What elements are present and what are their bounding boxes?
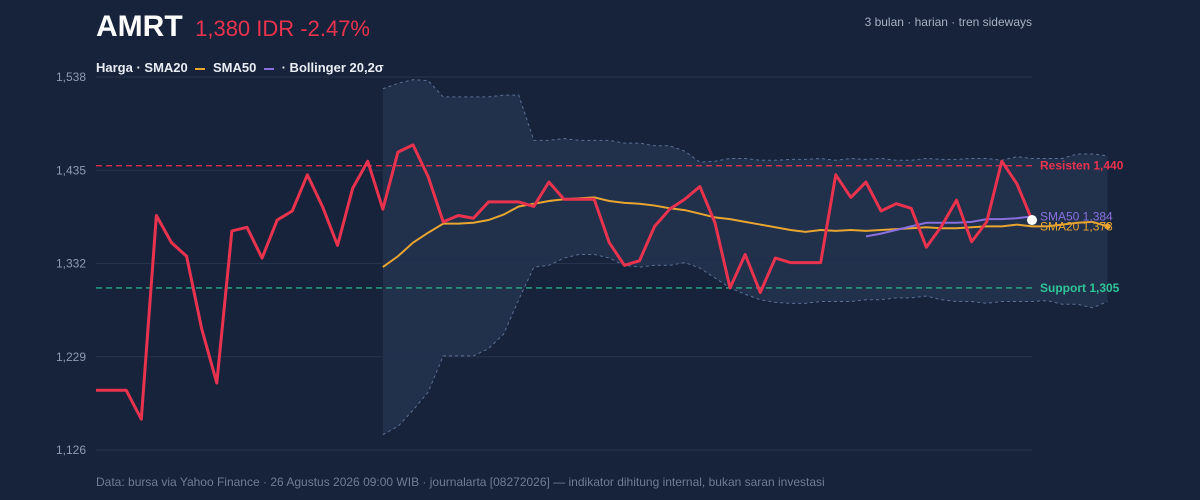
bollinger-upper-line [382,79,1108,163]
resistance-label: Resisten 1,440 [1040,159,1124,173]
chart-header: AMRT 1,380 IDR -2.47% [96,10,370,50]
sma20-line [382,196,1108,268]
legend-sma50-swatch [263,67,274,70]
series-layer [96,143,1111,421]
levels-layer [96,165,1032,289]
legend-bollinger: · Bollinger 20,2σ [281,60,384,75]
sma20-end-label: SMA20 1,373 [1040,219,1113,233]
y-tick-label: 1,332 [56,257,86,271]
price-end-marker [1027,215,1037,226]
y-tick-label: 1,538 [56,70,86,84]
y-tick-label: 1,435 [56,163,86,177]
sma20-end-marker [1104,223,1111,230]
data-source-footer: Data: bursa via Yahoo Finance · 26 Agust… [96,475,825,489]
sma50-end-label: SMA50 1,384 [1040,209,1113,223]
price-change: 1,380 IDR -2.47% [195,16,370,41]
ticker-symbol: AMRT [96,10,183,43]
legend-sma50: SMA50 [213,60,257,75]
y-tick-label: 1,126 [56,443,86,457]
chart-legend: Harga · SMA20 SMA50 · Bollinger 20,2σ [96,60,384,75]
price-line [96,143,1034,421]
support-label: Support 1,305 [1040,281,1120,295]
chart-summary: 3 bulan · harian · tren sideways [864,15,1032,29]
labels-layer: Resisten 1,440 Support 1,305 SMA50 1,384SM… [1040,159,1124,295]
legend-sma20-swatch [195,67,206,70]
y-tick-label: 1,229 [56,350,86,364]
legend-price-sma20: Harga · SMA20 [96,60,188,75]
bollinger-lower-line [382,253,1108,436]
sma50-line [865,215,1033,238]
